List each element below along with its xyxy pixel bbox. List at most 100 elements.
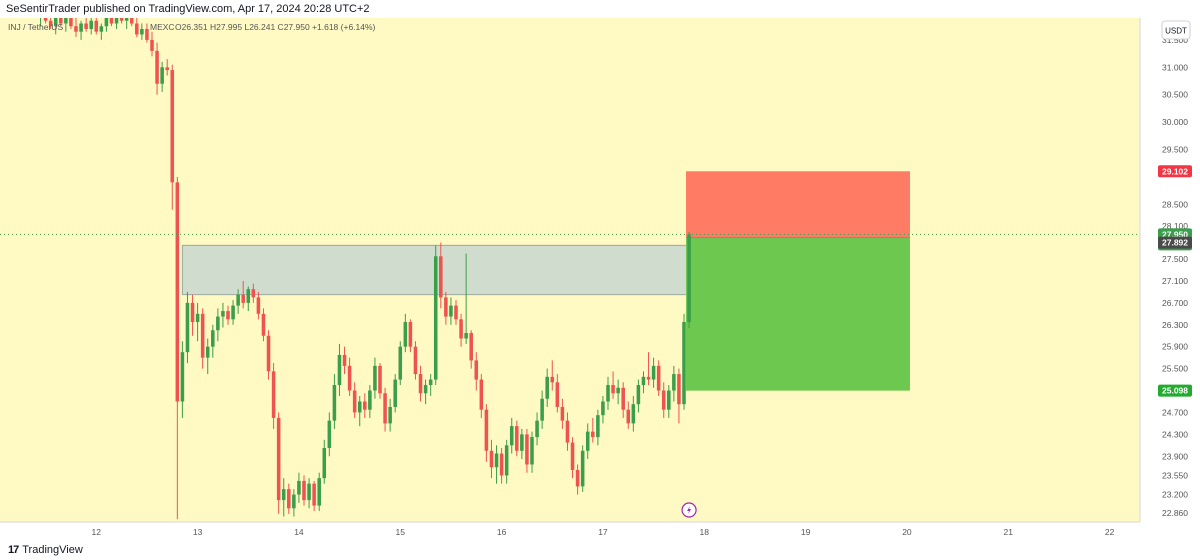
price-label-entry[interactable] [1158,236,1192,249]
candle-body [499,453,504,476]
candle-body [383,393,387,424]
price-tick-label: 23.200 [1162,490,1188,500]
price-label-last-text: 27.950 [1162,229,1188,239]
currency-button-frame[interactable] [1161,20,1191,40]
time-tick-label: 12 [92,527,102,537]
candle-body [363,401,367,410]
candle-body [297,480,301,495]
candle-body [408,322,413,347]
time-tick-label: 13 [193,527,203,537]
candle-body [646,376,651,380]
time-axis[interactable]: 12 13 14 15 16 17 18 19 20 21 22 [92,527,1115,537]
candle-body [489,450,494,468]
candle-body [357,401,362,413]
candle-body [439,256,443,298]
candle-body [276,417,281,501]
price-tick-label: 25.500 [1162,364,1188,374]
price-label-stop-text: 29.102 [1162,166,1188,176]
candle-body [205,346,210,358]
candle-body [459,319,463,339]
candle-body [150,39,154,51]
candle-body [682,322,686,405]
candle-body [621,387,625,410]
candle-body [342,354,347,366]
legend-symbol: INJ / TetherUS [8,22,63,32]
candle-body [494,453,499,468]
price-axis[interactable]: 31.500 31.000 30.500 30.000 29.500 28.500 28.1… [1158,35,1192,518]
price-label-stop[interactable] [1158,165,1192,178]
take-profit-zone[interactable] [686,237,910,391]
candle-body [393,379,397,407]
candle-body [641,376,646,386]
legend: INJ / TetherUS MEXC O26.351 H27.995 L26.… [8,22,376,32]
candle-body [135,23,139,35]
candle-body [388,406,392,424]
time-tick-label: 14 [294,527,304,537]
candle-body [651,365,656,380]
candle-body [175,182,180,402]
candlestick-chart[interactable]: 31.500 31.000 30.500 30.000 29.500 28.500 28.1… [0,7,1200,540]
candle-body [89,20,93,29]
candle-body [606,385,610,402]
price-tick-label: 27.100 [1162,276,1188,286]
candle-body [550,376,555,383]
price-tick-label: 28.100 [1162,221,1188,231]
price-label-target[interactable] [1158,384,1192,397]
candle-body [560,406,565,421]
candle-body [241,294,245,303]
candle-body [555,382,560,407]
candle-body [292,494,296,509]
price-tick-label: 26.300 [1162,320,1188,330]
candle-body [631,404,636,424]
candle-body [509,426,514,446]
candle-body [104,18,109,27]
candle-body [413,346,418,375]
stop-loss-zone[interactable] [686,171,910,238]
candle-body [677,374,681,405]
candle-body [221,311,225,317]
candle-body [347,365,352,391]
candle-body [322,448,327,479]
price-tick-label: 22.860 [1162,508,1188,518]
candle-body [474,360,479,380]
candle-body [352,390,357,413]
resistance-zone-box[interactable] [181,244,708,296]
candle-body [656,365,661,391]
price-tick-label: 24.700 [1162,407,1188,417]
candle-body [64,18,68,24]
candle-body [403,322,408,347]
chart-area[interactable]: 31.500 31.000 30.500 30.000 29.500 28.500 28.1… [0,7,1200,540]
candle-body [591,431,595,438]
candle-body [520,434,524,451]
candle-body [99,26,104,32]
candle-body [211,330,215,347]
time-tick-label: 18 [700,527,710,537]
candle-body [94,20,99,32]
candle-body [525,434,529,465]
candle-body [672,374,676,391]
candle-body [327,420,332,449]
candle-body [79,23,83,32]
price-tick-label: 26.700 [1162,298,1188,308]
candle-body [575,469,580,487]
candle-body [256,297,261,314]
currency-button[interactable]: USDT [1161,20,1191,40]
candle-body [515,426,519,451]
candle-body [170,70,175,183]
candle-body [312,483,316,506]
legend-exchange: MEXC [150,22,175,32]
drawings-layer[interactable] [181,171,910,391]
candle-body [580,450,585,487]
price-tick-label: 30.500 [1162,90,1188,100]
candle-body [155,50,159,84]
candle-body [317,478,321,506]
candle-body [611,385,615,394]
candle-body [43,15,48,21]
currency-button-label[interactable]: USDT [1165,27,1187,36]
candle-body [479,379,484,410]
tradingview-brand[interactable]: 17 TradingView [8,544,83,556]
candle-body [570,442,575,470]
candle-body [433,256,438,380]
candle-body [165,67,169,71]
candle-body [231,305,235,320]
